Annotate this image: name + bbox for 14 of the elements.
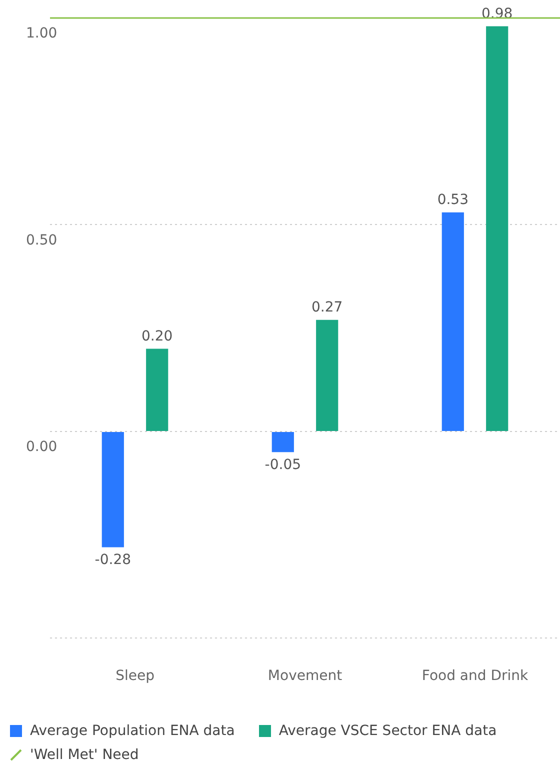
y-tick-label: 1.00 [26,26,58,42]
data-label: 0.27 [312,299,343,316]
y-tick-label: 0.50 [26,232,58,248]
data-label: 0.53 [437,192,468,208]
legend-label: 'Well Met' Need [30,747,139,763]
x-tick-label: Sleep [116,668,155,684]
legend-label: Average VSCE Sector ENA data [278,723,497,739]
data-label: 0.20 [142,328,173,344]
x-tick-label: Movement [268,668,343,684]
data-label: -0.05 [264,456,302,473]
y-tick-label: 0.00 [26,439,58,456]
data-label: -0.28 [94,552,132,568]
legend-label: Average Population ENA data [30,723,235,739]
x-tick-label: Food and Drink [422,668,529,684]
